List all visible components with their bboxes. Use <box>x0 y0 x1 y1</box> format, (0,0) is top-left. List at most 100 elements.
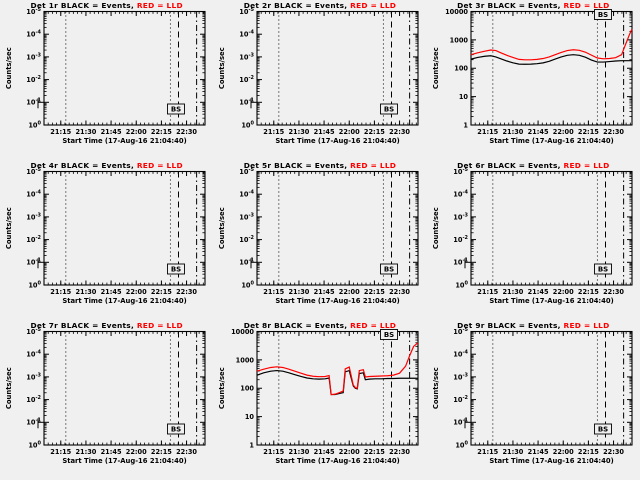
plot-panel-det3r[interactable]: 21:15 21:30 21:45 22:00 22:15 22:30 10000 1000 1… <box>427 0 640 160</box>
plot-panel-det7r[interactable]: 21:15 21:30 21:45 22:00 22:15 22:30 10-5 10-4 10… <box>0 320 213 480</box>
x-axis-label: Start Time (17-Aug-16 21:04:40) <box>62 297 186 305</box>
y-axis-label: Counts/sec <box>218 207 226 249</box>
panel-canvas-det2r: 21:15 21:30 21:45 22:00 22:15 22:30 10-5 10-4 10… <box>218 7 419 145</box>
x-axis-label: Start Time (17-Aug-16 21:04:40) <box>489 297 613 305</box>
svg-text:BS: BS <box>384 331 394 339</box>
xtick-label: 22:00 <box>126 288 147 296</box>
xtick-label: 21:30 <box>502 448 523 456</box>
svg-text:10-2: 10-2 <box>26 395 41 404</box>
panel-title-detector: Det 6r <box>457 161 488 170</box>
y-axis-label: Counts/sec <box>5 47 13 89</box>
xtick-label: 21:45 <box>527 128 548 136</box>
xtick-label: 22:30 <box>176 128 197 136</box>
panel-title-black-legend: BLACK = Events, <box>60 161 137 170</box>
svg-text:10-2: 10-2 <box>240 235 255 244</box>
y-axis-label: Counts/sec <box>218 367 226 409</box>
panel-title-red-legend: RED = LLD <box>563 1 610 10</box>
xtick-label: 22:30 <box>176 288 197 296</box>
panel-title-red-legend: RED = LLD <box>563 161 610 170</box>
svg-text:10-2: 10-2 <box>240 75 255 84</box>
xtick-label: 22:00 <box>339 128 360 136</box>
axis-frame <box>470 10 633 126</box>
svg-text:BS: BS <box>384 266 394 274</box>
bs-marker-label: BS <box>593 9 612 20</box>
ytick-label: 1 <box>463 121 468 129</box>
svg-text:10-4: 10-4 <box>453 350 468 359</box>
plot-panel-det1r[interactable]: 21:15 21:30 21:45 22:00 22:15 22:30 10-5 10-4 10… <box>0 0 213 160</box>
ytick-label: 1000 <box>449 36 468 44</box>
panel-title-det7r: Det 7r BLACK = Events, RED = LLD <box>0 321 213 330</box>
svg-text:100: 100 <box>242 120 255 129</box>
plot-panel-det6r[interactable]: 21:15 21:30 21:45 22:00 22:15 22:30 10-5 10-4 10… <box>427 160 640 320</box>
xtick-label: 21:15 <box>264 448 285 456</box>
axis-frame <box>470 170 633 286</box>
xtick-label: 21:15 <box>477 288 498 296</box>
bs-marker-label: BS <box>380 103 399 115</box>
y-axis-label: Counts/sec <box>432 207 440 249</box>
bs-marker-label: BS <box>167 103 185 115</box>
data-series-lld <box>257 342 419 396</box>
xtick-label: 21:45 <box>527 448 548 456</box>
xtick-label: 22:15 <box>578 288 599 296</box>
plot-panel-det9r[interactable]: 21:15 21:30 21:45 22:00 22:15 22:30 10-5 10-4 10… <box>427 320 640 480</box>
xtick-label: 22:00 <box>126 128 147 136</box>
ytick-label: 10000 <box>445 8 468 16</box>
plot-panel-det4r[interactable]: 21:15 21:30 21:45 22:00 22:15 22:30 10-5 10-4 10… <box>0 160 213 320</box>
ytick-label: 1000 <box>236 356 255 364</box>
plot-panel-det5r[interactable]: 21:15 21:30 21:45 22:00 22:15 22:30 10-5 10-4 10… <box>213 160 426 320</box>
x-axis-label: Start Time (17-Aug-16 21:04:40) <box>489 457 613 465</box>
y-axis-label: Counts/sec <box>432 47 440 89</box>
svg-text:10-4: 10-4 <box>26 30 41 39</box>
xtick-label: 21:45 <box>314 448 335 456</box>
plot-panel-det8r[interactable]: 21:15 21:30 21:45 22:00 22:15 22:30 10000 1000 1… <box>213 320 426 480</box>
xtick-label: 21:45 <box>527 288 548 296</box>
xtick-label: 21:30 <box>289 128 310 136</box>
svg-text:BS: BS <box>171 266 181 274</box>
svg-text:10-4: 10-4 <box>453 190 468 199</box>
plot-panel-det2r[interactable]: 21:15 21:30 21:45 22:00 22:15 22:30 10-5 10-4 10… <box>213 0 426 160</box>
svg-text:100: 100 <box>455 280 468 289</box>
axis-frame <box>43 330 206 446</box>
xtick-label: 21:45 <box>101 448 122 456</box>
data-series-events <box>470 54 632 65</box>
xtick-label: 22:15 <box>151 128 172 136</box>
panel-title-det3r: Det 3r BLACK = Events, RED = LLD <box>427 1 640 10</box>
svg-text:100: 100 <box>242 280 255 289</box>
xtick-label: 22:00 <box>339 288 360 296</box>
ytick-label: 100 <box>241 385 255 393</box>
x-axis-label: Start Time (17-Aug-16 21:04:40) <box>276 137 400 145</box>
bs-marker-label: BS <box>593 263 612 275</box>
xtick-label: 22:30 <box>389 448 410 456</box>
x-axis-label: Start Time (17-Aug-16 21:04:40) <box>62 137 186 145</box>
svg-text:10-3: 10-3 <box>26 52 41 61</box>
svg-text:10-3: 10-3 <box>240 212 255 221</box>
panel-canvas-det9r: 21:15 21:30 21:45 22:00 22:15 22:30 10-5 10-4 10… <box>432 327 633 465</box>
svg-text:10-2: 10-2 <box>453 395 468 404</box>
panel-title-det9r: Det 9r BLACK = Events, RED = LLD <box>427 321 640 330</box>
svg-text:100: 100 <box>28 280 41 289</box>
panel-canvas-det4r: 21:15 21:30 21:45 22:00 22:15 22:30 10-5 10-4 10… <box>5 167 206 305</box>
xtick-label: 21:30 <box>75 448 96 456</box>
panel-title-det5r: Det 5r BLACK = Events, RED = LLD <box>213 161 426 170</box>
data-series-lld <box>470 28 633 61</box>
svg-text:10-2: 10-2 <box>26 235 41 244</box>
xtick-label: 22:30 <box>603 128 624 136</box>
panel-title-black-legend: BLACK = Events, <box>487 1 564 10</box>
xtick-label: 22:15 <box>364 128 385 136</box>
svg-text:10-4: 10-4 <box>26 350 41 359</box>
svg-text:10-3: 10-3 <box>453 212 468 221</box>
xtick-label: 21:30 <box>75 288 96 296</box>
y-axis-label: Counts/sec <box>218 47 226 89</box>
svg-text:10-2: 10-2 <box>26 75 41 84</box>
xtick-label: 22:30 <box>176 448 197 456</box>
svg-text:10-4: 10-4 <box>240 190 255 199</box>
y-axis-label: Counts/sec <box>5 207 13 249</box>
xtick-label: 21:45 <box>101 128 122 136</box>
svg-text:10-3: 10-3 <box>26 212 41 221</box>
panel-title-det4r: Det 4r BLACK = Events, RED = LLD <box>0 161 213 170</box>
panel-title-red-legend: RED = LLD <box>136 1 183 10</box>
xtick-label: 21:15 <box>264 128 285 136</box>
xtick-label: 21:30 <box>289 448 310 456</box>
xtick-label: 22:00 <box>126 448 147 456</box>
xtick-label: 21:30 <box>502 288 523 296</box>
